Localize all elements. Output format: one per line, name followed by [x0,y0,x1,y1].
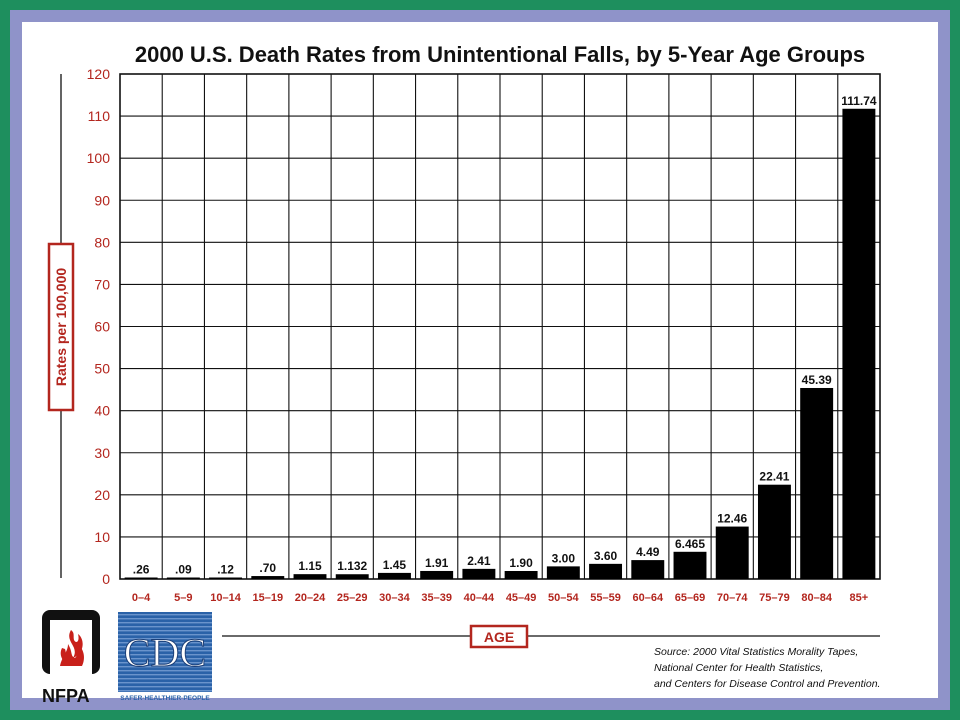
y-axis-label: Rates per 100,000 [53,268,69,387]
bar-15–19 [251,576,285,579]
source-line-2: National Center for Health Statistics, [654,662,824,674]
flame-base-icon [60,644,84,666]
x-tick-label: 0–4 [132,592,151,604]
chart-title: 2000 U.S. Death Rates from Unintentional… [135,42,865,67]
x-tick-label: 20–24 [295,592,326,604]
cdc-logo-text: CDC [124,630,206,675]
y-axis-label-group: Rates per 100,000 [47,74,75,578]
bar-0–4 [124,577,158,579]
bar-60–64 [631,560,665,579]
x-tick-label: 35–39 [421,592,452,604]
bar-85+ [842,108,876,579]
slide-panel: 2000 U.S. Death Rates from Unintentional… [22,22,938,706]
bar-value-label: 111.74 [841,94,877,108]
bar-35–39 [420,570,454,579]
bars [124,108,876,579]
y-tick-label: 90 [94,192,110,208]
bar-value-label: 3.00 [552,551,576,565]
y-tick-label: 0 [102,571,110,587]
bar-10–14 [209,577,243,579]
flame-icon [60,630,83,666]
x-tick-label: 5–9 [174,592,192,604]
x-tick-label: 60–64 [632,592,663,604]
cdc-logo: CDC SAFER·HEALTHIER·PEOPLE [116,610,234,702]
nfpa-logo-text: NFPA [42,686,90,706]
x-tick-label: 40–44 [464,592,495,604]
bar-value-label: 45.39 [802,373,832,387]
y-tick-label: 10 [94,529,110,545]
x-axis-label-box [469,624,529,649]
cdc-logo-tagline: SAFER·HEALTHIER·PEOPLE [120,695,210,702]
x-axis-ticks: 0–4 5–9 10–14 15–19 20–24 25–29 30–34 35–39 40–4… [132,592,868,604]
y-tick-label: 70 [94,276,110,292]
bar-65–69 [673,551,707,579]
bar-value-label: 1.132 [337,559,367,573]
bar-40–44 [462,568,496,579]
x-tick-label: 70–74 [717,592,748,604]
x-tick-label: 65–69 [675,592,706,604]
bar-55–59 [589,563,623,579]
bar-5–9 [166,577,200,579]
bar-value-label: 1.15 [298,559,322,573]
x-tick-label: 30–34 [379,592,410,604]
x-tick-label: 10–14 [210,592,241,604]
y-tick-label: 110 [88,108,111,124]
bar-50–54 [546,566,580,579]
source-line-1: Source: 2000 Vital Statistics Morality T… [654,646,859,658]
y-tick-label: 100 [87,150,111,166]
y-tick-label: 60 [94,319,110,335]
y-axis-label-box [47,242,75,412]
bar-30–34 [377,572,411,579]
bar-20–24 [293,574,327,579]
y-tick-label: 120 [87,66,111,82]
bar-25–29 [335,574,369,579]
bar-80–84 [800,387,834,579]
bar-value-labels: .26 .09 .12 .70 1.15 1.132 1.45 1.91 2.41 1.90 3.0… [133,94,877,577]
x-tick-label: 80–84 [801,592,832,604]
bar-value-label: 1.45 [383,558,407,572]
bar-value-label: 4.49 [636,545,660,559]
y-tick-label: 80 [94,234,110,250]
cdc-logo-background [118,612,212,692]
y-tick-label: 40 [94,403,110,419]
bar-value-label: .70 [259,561,276,575]
bar-value-label: 3.60 [594,549,618,563]
bar-value-label: .26 [133,563,150,577]
bar-value-label: 1.90 [509,556,533,570]
x-tick-label: 15–19 [252,592,283,604]
y-axis-ticks: 0 10 20 30 40 50 60 70 80 90 100 110 120 [87,66,111,587]
y-tick-label: 30 [94,445,110,461]
x-tick-label: 25–29 [337,592,368,604]
grid-lines [120,74,880,579]
y-tick-label: 20 [94,487,110,503]
bar-value-label: 12.46 [717,512,747,526]
x-axis-label: AGE [484,629,514,645]
bar-value-label: 22.41 [759,470,789,484]
x-tick-label: 45–49 [506,592,537,604]
bar-70–74 [715,526,749,579]
x-axis-label-group: AGE [222,624,880,649]
source-line-3: and Centers for Disease Control and Prev… [654,678,881,690]
x-tick-label: 75–79 [759,592,790,604]
bar-45–49 [504,571,538,579]
x-tick-label: 85+ [850,592,869,604]
bar-75–79 [757,484,791,579]
bar-value-label: .09 [175,563,192,577]
bar-value-label: 6.465 [675,537,705,551]
y-tick-label: 50 [94,361,110,377]
bar-value-label: .12 [217,563,234,577]
bar-chart: 2000 U.S. Death Rates from Unintentional… [47,42,881,649]
nfpa-logo: NFPA [40,608,124,706]
bar-value-label: 1.91 [425,556,449,570]
bar-value-label: 2.41 [467,554,491,568]
source-note: Source: 2000 Vital Statistics Morality T… [654,644,934,692]
x-tick-label: 50–54 [548,592,579,604]
x-tick-label: 55–59 [590,592,621,604]
